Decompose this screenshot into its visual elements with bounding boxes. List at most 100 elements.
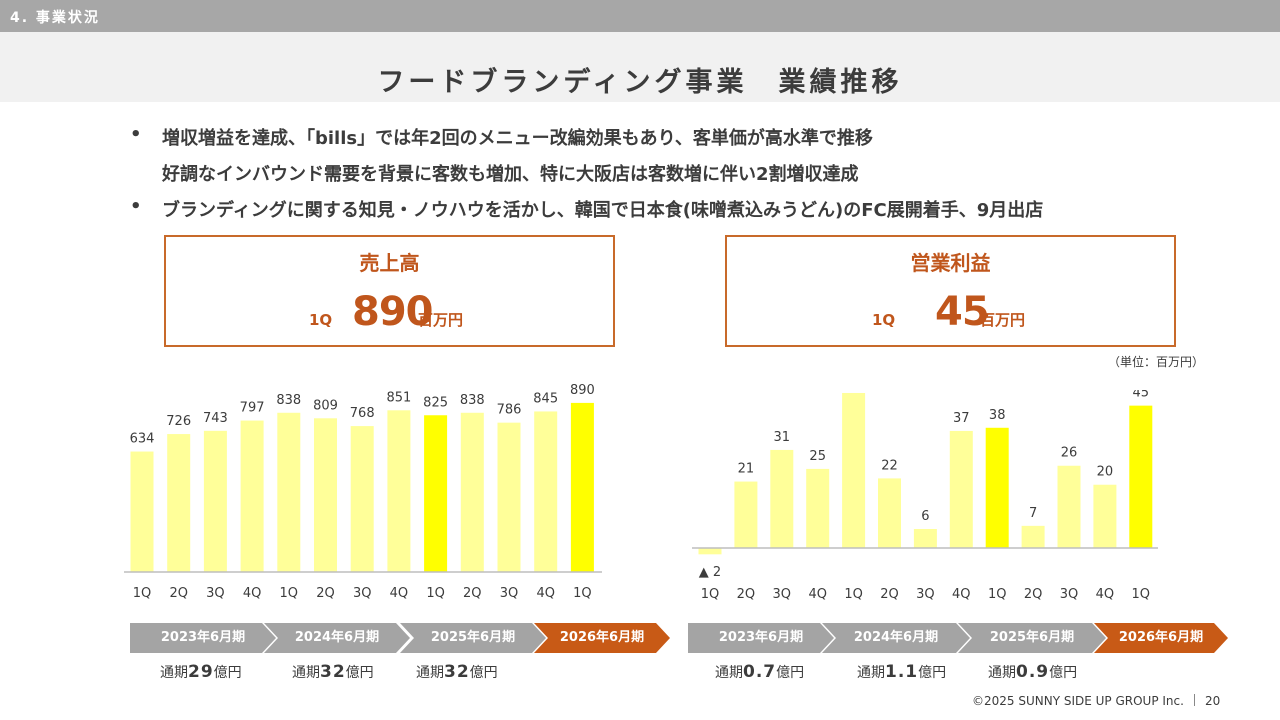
bar (734, 481, 758, 548)
unit-note: （単位：百万円） (1108, 355, 1205, 369)
annual-value: 29 (188, 662, 214, 682)
footer: ©2025 SUNNY SIDE UP GROUP Inc. 20 (972, 694, 1220, 708)
profit-kpi-period: 1Q (872, 311, 896, 329)
x-tick-label: 1Q (1132, 587, 1151, 602)
data-label: 37 (953, 411, 970, 426)
bar (167, 434, 191, 572)
annual-total: 通期32億円 (292, 662, 374, 682)
sales-kpi-unit: 百万円 (418, 311, 464, 329)
data-label: 21 (738, 462, 755, 477)
x-tick-label: 1Q (133, 586, 152, 601)
profit-kpi-title: 営業利益 (910, 251, 991, 275)
data-label: 45 (1133, 390, 1150, 401)
data-label: 743 (203, 411, 228, 426)
x-tick-label: 3Q (206, 586, 225, 601)
bar (1093, 484, 1117, 548)
data-label: 845 (533, 391, 558, 406)
bullet-marker: • (130, 124, 142, 145)
data-label: 890 (570, 383, 595, 398)
sales-kpi-title: 売上高 (359, 251, 420, 275)
annual-unit: 億円 (1049, 665, 1078, 681)
bar (534, 411, 558, 572)
data-label: 634 (130, 432, 155, 447)
bar (1057, 465, 1081, 548)
section-label: 4. 事業状況 (10, 10, 100, 26)
sales-kpi-box: 売上高 1Q 890 百万円 (164, 235, 615, 347)
data-label: 838 (460, 393, 485, 408)
data-label: 6 (921, 509, 929, 524)
annual-unit: 億円 (469, 665, 498, 681)
annual-total: 通期29億円 (160, 662, 242, 682)
data-label: 851 (386, 390, 411, 405)
data-label: 22 (881, 458, 898, 473)
annual-unit: 億円 (213, 665, 242, 681)
annual-value: 32 (320, 662, 346, 682)
data-label: 20 (1097, 465, 1114, 480)
x-tick-label: 3Q (773, 587, 792, 602)
x-tick-label: 1Q (426, 586, 445, 601)
annual-prefix: 通期 (715, 665, 743, 681)
bar (350, 426, 374, 572)
x-tick-label: 4Q (243, 586, 262, 601)
x-tick-label: 3Q (500, 586, 519, 601)
data-label: 797 (240, 401, 265, 416)
annual-prefix: 通期 (857, 665, 885, 681)
data-label: 768 (350, 406, 375, 421)
x-tick-label: 1Q (573, 586, 592, 601)
bar (497, 422, 521, 572)
title-band (0, 32, 1280, 102)
x-tick-label: 2Q (463, 586, 482, 601)
data-label: 809 (313, 398, 338, 413)
annual-value: 1.1 (885, 662, 919, 682)
x-tick-label: 2Q (880, 587, 899, 602)
annual-prefix: 通期 (292, 665, 320, 681)
x-tick-label: 3Q (353, 586, 372, 601)
x-tick-label: 2Q (316, 586, 335, 601)
data-label: 786 (497, 403, 522, 418)
annual-total: 通期32億円 (416, 662, 498, 682)
footer-divider (1193, 694, 1195, 706)
bullet-marker: • (130, 196, 142, 217)
annual-value: 0.9 (1016, 662, 1050, 682)
copyright: ©2025 SUNNY SIDE UP GROUP Inc. (972, 694, 1184, 708)
sales-bar-chart: 634 1Q 726 2Q 743 3Q 797 4Q 838 1Q 809 2Q 768 3Q 851 4Q… (124, 383, 602, 601)
data-label: 726 (166, 414, 191, 429)
bar (460, 412, 484, 572)
sales-kpi-period: 1Q (309, 311, 333, 329)
annual-prefix: 通期 (988, 665, 1016, 681)
bar (913, 529, 937, 548)
profit-kpi-unit: 百万円 (980, 311, 1026, 329)
bar (570, 402, 594, 572)
bar (387, 410, 411, 572)
profit-kpi-value: 45 (935, 289, 990, 335)
bullet-text: 増収増益を達成、「bills」では年2回のメニュー改編効果もあり、客単価が高水準… (162, 128, 873, 149)
x-tick-label: 2Q (1024, 587, 1043, 602)
sales-kpi-value: 890 (352, 289, 433, 335)
data-label: 25 (809, 449, 826, 464)
data-label: 838 (276, 393, 301, 408)
bar (698, 548, 722, 555)
section-bar: 4. 事業状況 (0, 0, 1280, 32)
bullet-text: 好調なインバウンド需要を背景に客数も増加、特に大阪店は客数増に伴い2割増収達成 (162, 164, 859, 185)
annual-total: 通期0.9億円 (988, 662, 1077, 682)
period-arrows-right: 2023年6月期 2024年6月期 2025年6月期 2026年6月期 (688, 623, 1228, 653)
x-tick-label: 1Q (988, 587, 1007, 602)
data-label: 825 (423, 395, 448, 410)
bar (1021, 525, 1045, 548)
data-label: 7 (1029, 506, 1037, 521)
x-tick-label: 4Q (952, 587, 971, 602)
period-arrow: 2023年6月期 (688, 623, 834, 653)
bar (949, 430, 973, 548)
bar (314, 418, 337, 572)
annual-unit: 億円 (776, 665, 805, 681)
bar (424, 415, 448, 572)
data-label: 31 (774, 430, 791, 445)
period-arrow-current: 2026年6月期 (534, 623, 670, 653)
x-tick-label: 1Q (844, 587, 863, 602)
x-tick-label: 1Q (701, 587, 720, 602)
profit-kpi-box: 営業利益 1Q 45 百万円 (725, 235, 1176, 347)
period-arrow: 2025年6月期 (400, 623, 546, 653)
period-arrow: 2024年6月期 (822, 623, 970, 653)
annual-value: 32 (444, 662, 470, 682)
x-tick-label: 1Q (280, 586, 299, 601)
